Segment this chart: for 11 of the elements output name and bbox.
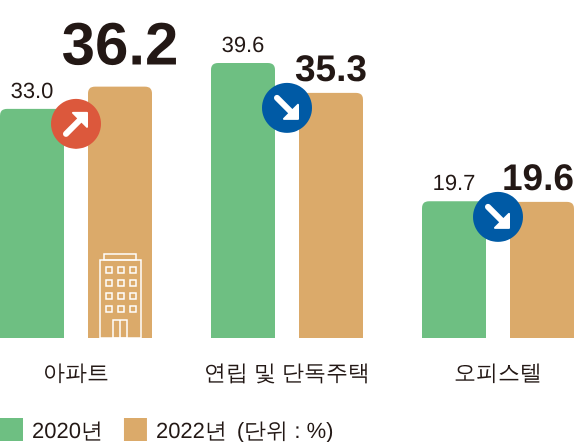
legend-label: 2022년 [156, 418, 227, 442]
data-label: 36.2 [62, 10, 178, 78]
data-label: 39.6 [222, 32, 264, 57]
legend-label: 2020년 [32, 418, 103, 442]
category-label: 오피스텔 [454, 360, 542, 385]
data-label: 19.6 [502, 156, 574, 198]
data-label: 33.0 [10, 78, 54, 103]
data-label: 19.7 [432, 170, 476, 196]
category-label: 아파트 [43, 360, 109, 385]
category-label: 연립 및 단독주택 [204, 360, 370, 385]
data-label: 35.3 [295, 48, 367, 89]
